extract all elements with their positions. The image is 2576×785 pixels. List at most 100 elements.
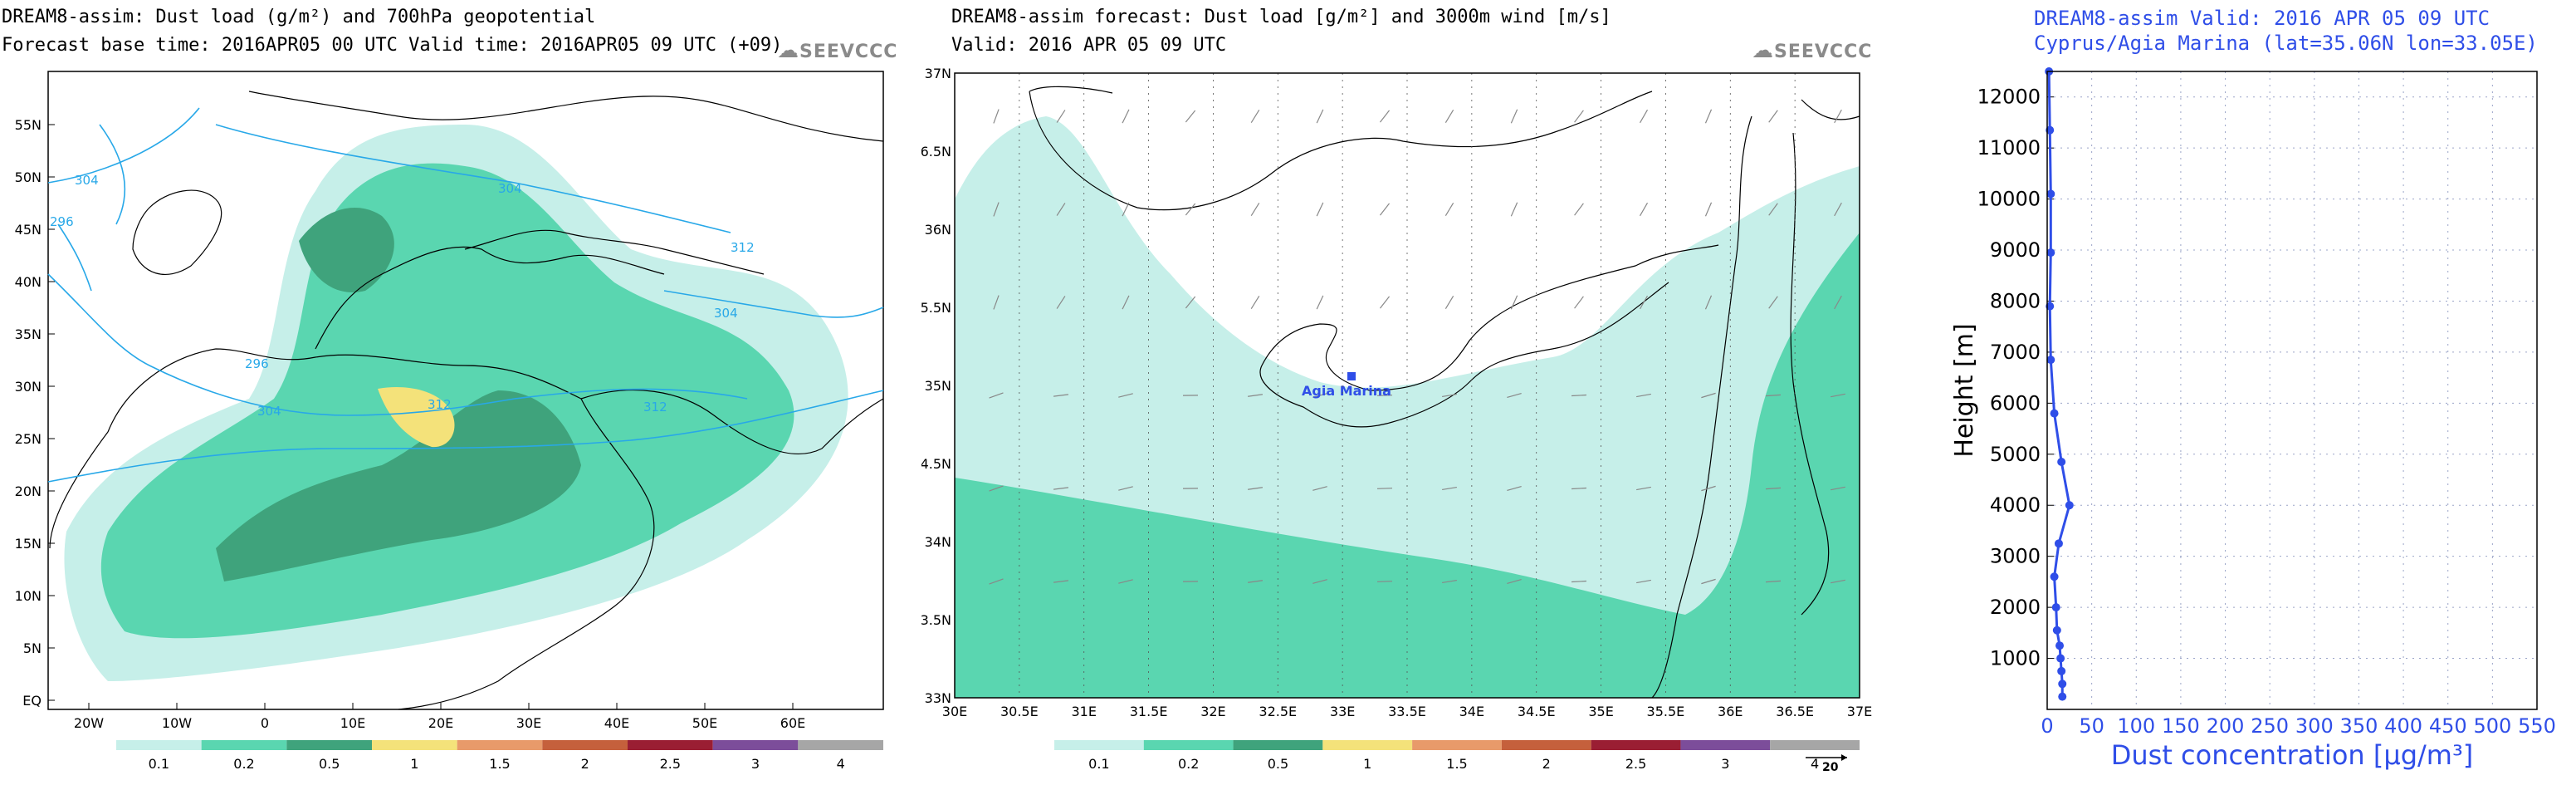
x-tick-label: 200	[2207, 714, 2245, 738]
map2-wind-arrows	[989, 109, 1845, 585]
wind-arrow	[1442, 486, 1457, 491]
colorbar-label: 0.1	[149, 756, 169, 772]
wind-arrow	[993, 295, 1000, 310]
lon-tick-label: 35.5E	[1647, 704, 1685, 719]
lon-tick-label: 33E	[1330, 704, 1355, 719]
data-point	[2050, 409, 2059, 418]
lat-tick-label: 34N	[925, 534, 951, 550]
wind-arrow	[1056, 296, 1066, 309]
wind-arrow	[1574, 296, 1584, 309]
colorbar-label: 3	[751, 756, 760, 772]
lat-tick-label: 35N	[925, 378, 951, 394]
colorbar-segment	[286, 740, 372, 750]
lat-tick-label: 33N	[925, 690, 951, 706]
lat-tick-label: 40N	[15, 274, 42, 290]
data-point	[2058, 692, 2067, 701]
wind-arrow	[993, 202, 1000, 217]
lat-tick-label: 37N	[925, 66, 951, 81]
wind-arrow	[1701, 392, 1716, 399]
wind-arrow	[1122, 202, 1130, 217]
y-tick-label: 9000	[1990, 238, 2041, 262]
lat-tick-label: 50N	[15, 169, 42, 185]
wind-arrow	[1379, 203, 1391, 216]
map2-title: DREAM8-assim forecast: Dust load [g/m²] …	[951, 7, 1611, 27]
wind-arrow	[1574, 110, 1584, 123]
x-tick-label: 450	[2429, 714, 2467, 738]
lon-tick-label: 0	[261, 715, 269, 731]
wind-arrow	[1768, 110, 1778, 123]
map1-colorbar: 0.1 0.2 0.5 1 1.5 2 2.5 3 4	[116, 740, 883, 772]
lat-tick-label: 5N	[23, 640, 42, 656]
colorbar-label: 1	[1363, 756, 1371, 772]
lat-tick-label: 34.5N	[921, 456, 951, 472]
wind-arrow	[1122, 109, 1130, 124]
wind-arrow	[1053, 580, 1069, 583]
colorbar-segment	[372, 740, 457, 750]
station-label: Agia Marina	[1302, 383, 1391, 399]
map1-canvas: 304 296 304 296 304 304 312 312 312 55N5…	[15, 71, 884, 772]
wind-arrow	[1571, 580, 1587, 583]
colorbar-segment	[1770, 740, 1860, 750]
colorbar-label: 4	[1811, 756, 1819, 772]
wind-arrow	[1118, 486, 1133, 491]
x-tick-label: 50	[2079, 714, 2104, 738]
y-tick-label: 1000	[1990, 647, 2041, 670]
map1-geopotential-contours	[47, 107, 884, 483]
wind-arrow	[989, 578, 1004, 585]
y-tick-label: 2000	[1990, 596, 2041, 619]
lat-tick-label: 15N	[15, 536, 42, 552]
y-tick-label: 12000	[1977, 86, 2041, 109]
lat-tick-label: 10N	[15, 588, 42, 604]
wind-arrow	[1248, 487, 1263, 490]
wind-arrow	[1312, 393, 1327, 398]
colorbar-segment	[457, 740, 543, 750]
x-axis-label: Dust concentration [μg/m³]	[2111, 739, 2474, 771]
series-line	[2047, 71, 2071, 697]
wind-arrow	[1639, 295, 1649, 310]
wind-arrow	[989, 392, 1004, 399]
lon-tick-label: 40E	[604, 715, 629, 731]
lat-tick-label: 45N	[15, 222, 42, 238]
colorbar-label: 0.5	[319, 756, 340, 772]
x-tick-label: 400	[2384, 714, 2422, 738]
wind-arrow	[1053, 394, 1069, 397]
wind-arrow	[1639, 202, 1649, 217]
x-tick-label: 550	[2518, 714, 2556, 738]
wind-arrow	[1636, 579, 1651, 584]
wind-arrow	[1701, 578, 1716, 585]
wind-arrow	[1636, 393, 1651, 398]
data-point	[2058, 680, 2067, 689]
lon-tick-label: 31.5E	[1130, 704, 1168, 719]
lon-tick-label: 20E	[428, 715, 453, 731]
colorbar-segment	[1680, 740, 1771, 750]
map2-colorbar: 0.1 0.2 0.5 1 1.5 2 2.5 3 4	[1054, 740, 1860, 772]
map2-frame	[954, 72, 1860, 699]
wind-arrow	[1312, 579, 1327, 584]
wind-arrow	[1316, 295, 1324, 310]
wind-arrow	[1701, 485, 1716, 492]
colorbar-segment	[712, 740, 799, 750]
wind-arrow	[1639, 109, 1649, 124]
cyprus-map-panel: DREAM8-assim forecast: Dust load [g/m²] …	[921, 0, 1901, 785]
data-point	[2046, 356, 2055, 365]
wind-arrow	[1118, 393, 1133, 398]
profile-frame	[2046, 71, 2538, 710]
lon-tick-label: 32E	[1200, 704, 1225, 719]
y-tick-label: 8000	[1990, 289, 2041, 312]
map1-title: DREAM8-assim: Dust load (g/m²) and 700hP…	[2, 7, 596, 27]
wind-arrow	[1056, 110, 1066, 123]
wind-arrow	[1379, 296, 1391, 309]
wind-arrow	[1507, 485, 1522, 492]
map2-subtitle: Valid: 2016 APR 05 09 UTC	[951, 35, 1227, 56]
wind-arrow	[1831, 579, 1845, 584]
data-point	[2065, 501, 2074, 510]
map1-coastlines	[49, 91, 884, 710]
y-tick-label: 10000	[1977, 188, 2041, 211]
wind-arrow	[1834, 109, 1842, 124]
wind-arrow	[1250, 203, 1260, 216]
wind-arrow	[1118, 579, 1133, 584]
wind-arrow	[1312, 486, 1327, 491]
colorbar-segment	[628, 740, 713, 750]
data-point	[2056, 654, 2065, 663]
lon-tick-label: 32.5E	[1259, 704, 1297, 719]
